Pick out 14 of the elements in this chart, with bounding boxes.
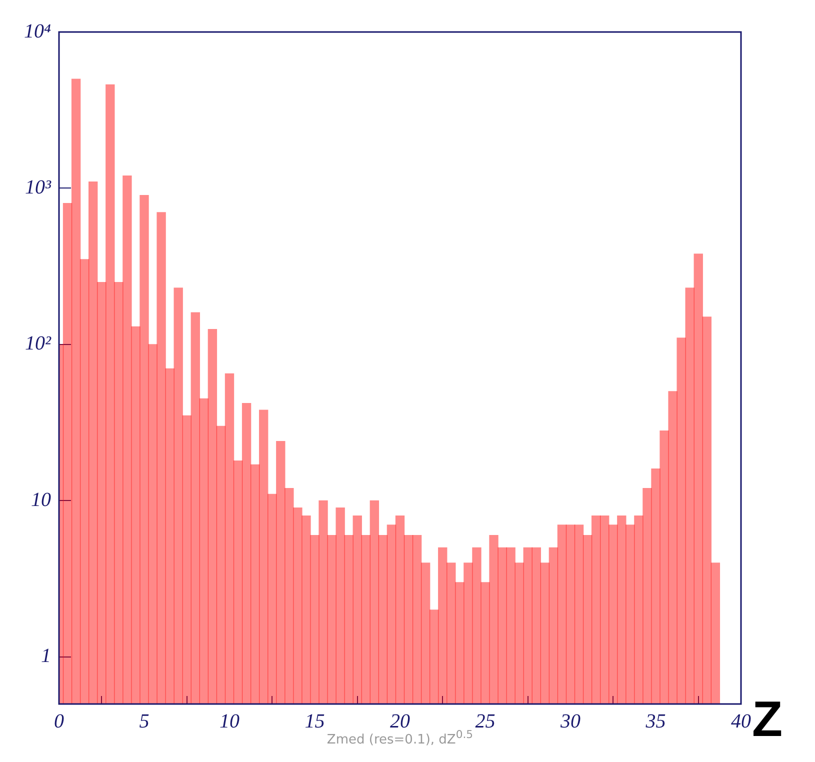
- y-tick-label: 10: [31, 488, 51, 511]
- x-tick-label: 5: [139, 710, 150, 732]
- y-tick-label: 10²: [25, 332, 52, 355]
- x-tick-label: 0: [54, 710, 64, 732]
- x-tick-label: 40: [731, 710, 751, 732]
- x-tick-label: 10: [220, 710, 240, 732]
- y-tick-label: 10⁴: [24, 20, 52, 42]
- text: Z: [752, 690, 783, 748]
- y-tick-label: 1: [41, 645, 51, 668]
- x-tick-label: 25: [475, 710, 496, 732]
- y-tick-label: 10³: [25, 176, 52, 198]
- x-tick-label: 35: [644, 710, 666, 732]
- x-tick-label: 15: [304, 710, 325, 732]
- x-tick-label: 30: [560, 710, 580, 732]
